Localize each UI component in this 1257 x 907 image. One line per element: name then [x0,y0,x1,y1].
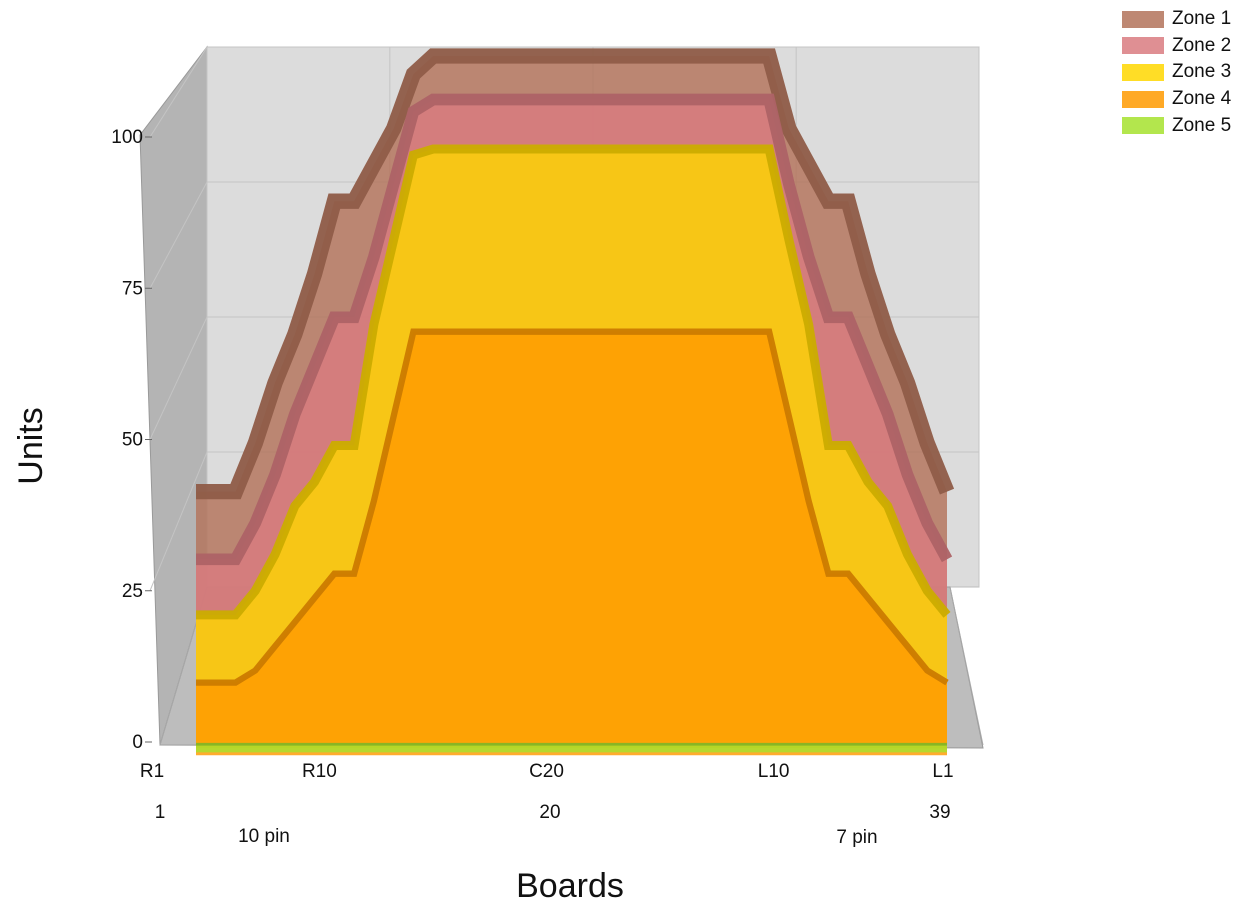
series-zone-5 [196,742,947,753]
legend-label: Zone 3 [1172,61,1232,83]
x-axis-label: Boards [516,867,624,905]
legend-label: Zone 1 [1172,8,1232,30]
legend-item-zone-4[interactable]: Zone 4 [1122,86,1231,113]
legend-swatch [1122,63,1164,81]
x-tick-label: L1 [932,761,953,782]
legend-swatch [1122,90,1164,108]
legend-swatch [1122,37,1164,55]
series-ridge [196,328,949,686]
series-ridge [196,93,953,566]
y-tick-label: 75 [122,278,143,299]
x-tick-label: C20 [529,761,564,782]
legend-label: Zone 4 [1172,88,1232,110]
x-tick-label: R1 [140,761,164,782]
legend: Zone 1 Zone 2 Zone 3 Zone 4 Zone 5 [1122,6,1231,139]
y-axis-label: Units [12,407,50,484]
series-ridge [196,144,951,620]
y-tick-label: 25 [122,581,143,602]
series-surfaces [196,48,955,756]
series-surface [196,744,947,753]
x-number-label: 39 [929,802,950,823]
x-tick-label: L10 [758,761,790,782]
legend-label: Zone 2 [1172,34,1232,56]
y-tick-label: 100 [111,127,143,148]
gridline-floor-L1 [949,586,984,746]
series-zone-4 [196,328,949,756]
gridline-side-25 [149,451,208,591]
x-tick-label: R10 [302,761,337,782]
legend-label: Zone 5 [1172,114,1232,136]
y-tick-label: 0 [132,732,143,753]
legend-swatch [1122,117,1164,135]
x-number-label: 1 [155,802,166,823]
legend-item-zone-3[interactable]: Zone 3 [1122,59,1231,86]
y-tick-label: 50 [122,430,143,451]
x-number-label: 20 [539,802,560,823]
series-surface [196,331,947,756]
legend-item-zone-2[interactable]: Zone 2 [1122,33,1231,60]
axes: 0 25 50 75 100 R1 R10 C20 L10 L1 1 20 39 [111,127,953,823]
legend-swatch [1122,10,1164,28]
pin-annotation-left: 10 pin [238,826,290,847]
gridline-side-100 [149,46,208,138]
pin-annotation-right: 7 pin [836,827,877,848]
gridline-side-50 [149,316,208,440]
legend-item-zone-1[interactable]: Zone 1 [1122,6,1231,33]
legend-item-zone-5[interactable]: Zone 5 [1122,112,1231,139]
series-ridge [196,48,955,500]
gridline-side-75 [149,181,208,289]
